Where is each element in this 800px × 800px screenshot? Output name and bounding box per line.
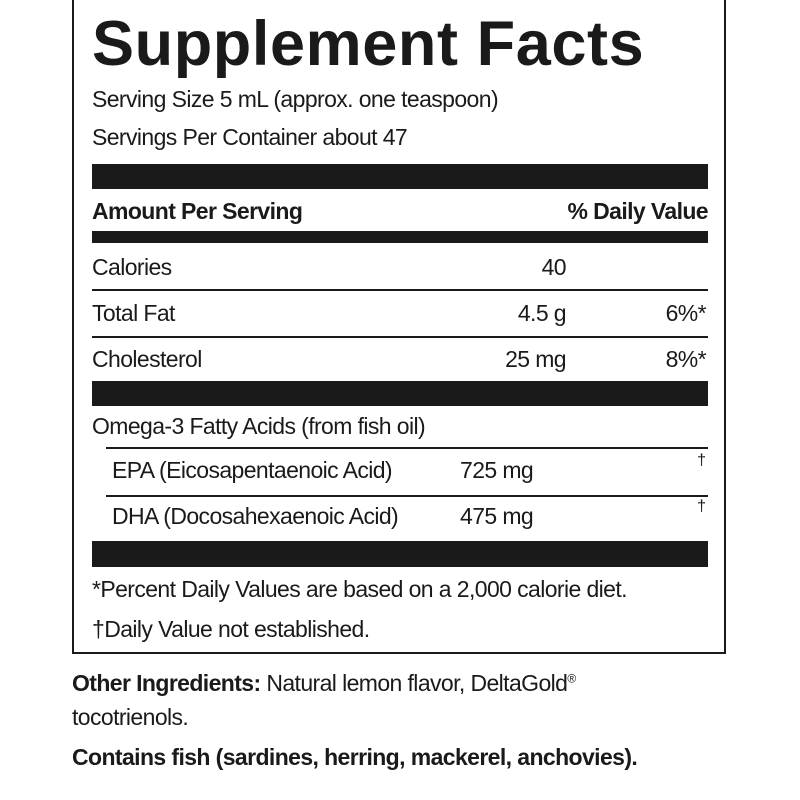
- servings-per-container: Servings Per Container about 47: [92, 124, 408, 150]
- nutrient-dv: †: [697, 498, 706, 515]
- amount-per-serving-header: Amount Per Serving: [92, 198, 303, 224]
- panel-title: Supplement Facts: [92, 9, 645, 79]
- nutrient-name: DHA (Docosahexaenoic Acid): [112, 503, 399, 529]
- other-ingredients-text: Natural lemon flavor, DeltaGold: [260, 670, 568, 696]
- nutrient-dv: 6%*: [665, 300, 707, 326]
- divider-bar: [92, 381, 708, 406]
- divider-bar: [92, 231, 708, 243]
- nutrient-amount: 725 mg: [460, 457, 534, 483]
- nutrient-amount: 40: [541, 254, 567, 280]
- other-ingredients-label: Other Ingredients:: [72, 670, 261, 696]
- nutrient-name: Cholesterol: [92, 346, 202, 372]
- registered-mark: ®: [567, 671, 576, 686]
- nutrient-dv: †: [697, 452, 706, 469]
- nutrient-amount: 475 mg: [460, 503, 534, 529]
- divider-bar: [92, 164, 708, 189]
- allergen-statement: Contains fish (sardines, herring, macker…: [72, 744, 638, 770]
- omega-3-label: Omega-3 Fatty Acids (from fish oil): [92, 413, 426, 439]
- nutrient-name: EPA (Eicosapentaenoic Acid): [112, 457, 393, 483]
- nutrient-amount: 4.5 g: [517, 300, 567, 326]
- row-divider: [92, 289, 708, 291]
- row-divider: [92, 336, 708, 338]
- footnote-not-established: †Daily Value not established.: [92, 616, 370, 642]
- footnote-daily-values: *Percent Daily Values are based on a 2,0…: [92, 576, 628, 602]
- supplement-facts-panel: [72, 0, 726, 654]
- row-divider: [106, 447, 708, 449]
- divider-bar: [92, 541, 708, 567]
- other-ingredients-continued: tocotrienols.: [72, 704, 189, 730]
- row-divider: [106, 495, 708, 497]
- other-ingredients: Other Ingredients: Natural lemon flavor,…: [72, 670, 576, 697]
- nutrient-amount: 25 mg: [505, 346, 567, 372]
- daily-value-header: % Daily Value: [567, 198, 709, 224]
- nutrient-name: Calories: [92, 254, 172, 280]
- nutrient-dv: 8%*: [665, 346, 707, 372]
- nutrient-name: Total Fat: [92, 300, 175, 326]
- serving-size: Serving Size 5 mL (approx. one teaspoon): [92, 86, 499, 112]
